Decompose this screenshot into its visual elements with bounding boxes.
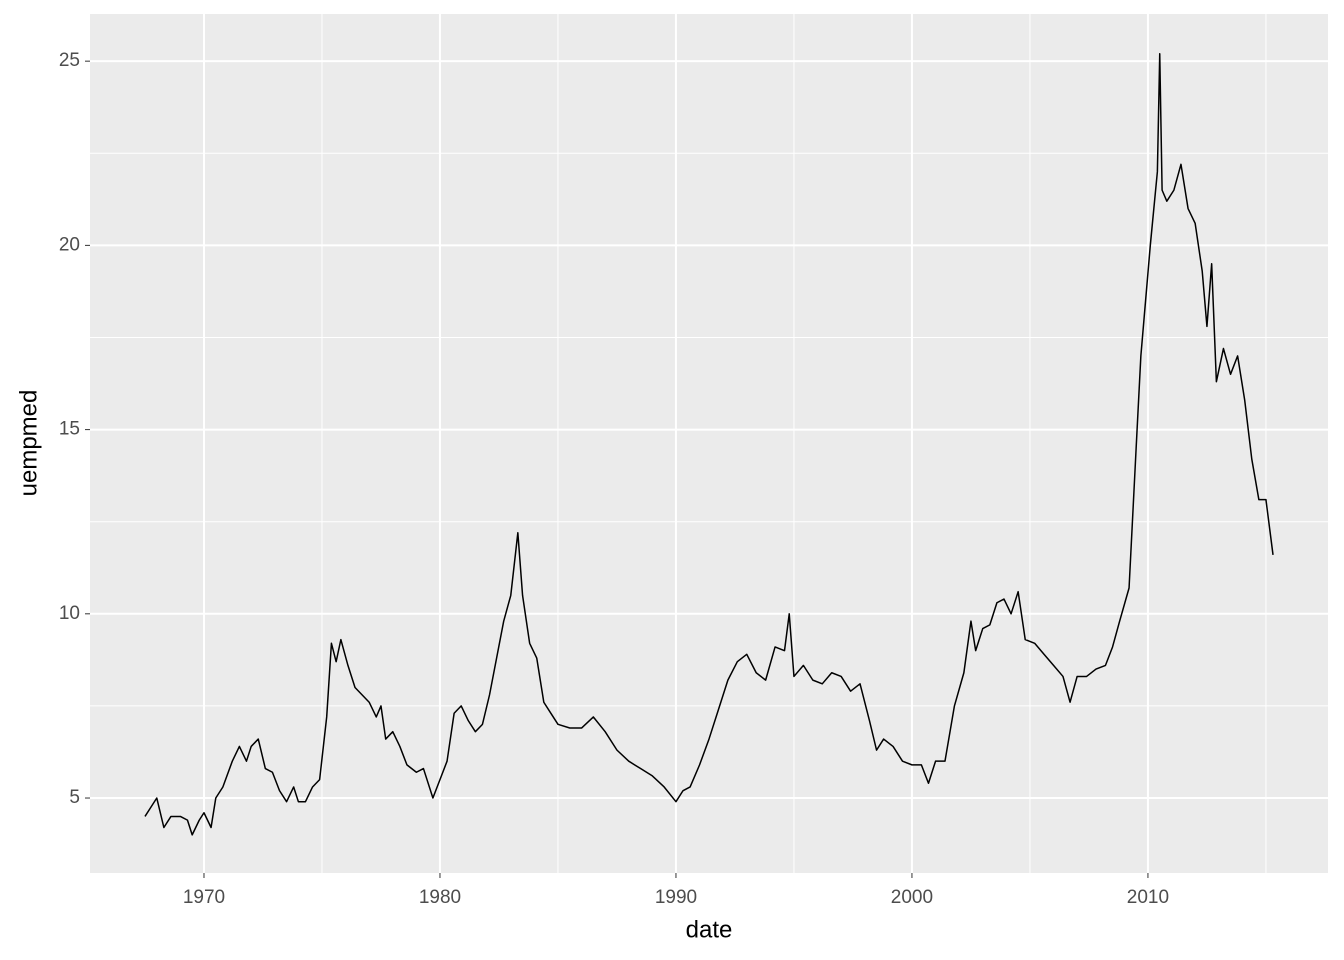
x-tick-label: 1980 (419, 887, 461, 908)
y-tick-label: 5 (69, 787, 80, 808)
x-tick-label: 2000 (891, 887, 933, 908)
x-tick-label: 2010 (1127, 887, 1169, 908)
y-axis-title: uempmed (15, 390, 42, 497)
x-tick-label: 1970 (183, 887, 225, 908)
y-tick-label: 15 (59, 419, 80, 440)
panel (90, 14, 1328, 873)
line (144, 53, 1274, 836)
y-tick-label: 10 (59, 603, 80, 624)
y-tick-label: 20 (59, 234, 80, 255)
x-axis-title: date (686, 916, 733, 943)
y-tick-label: 25 (59, 50, 80, 71)
x-tick-label: 1990 (655, 887, 697, 908)
